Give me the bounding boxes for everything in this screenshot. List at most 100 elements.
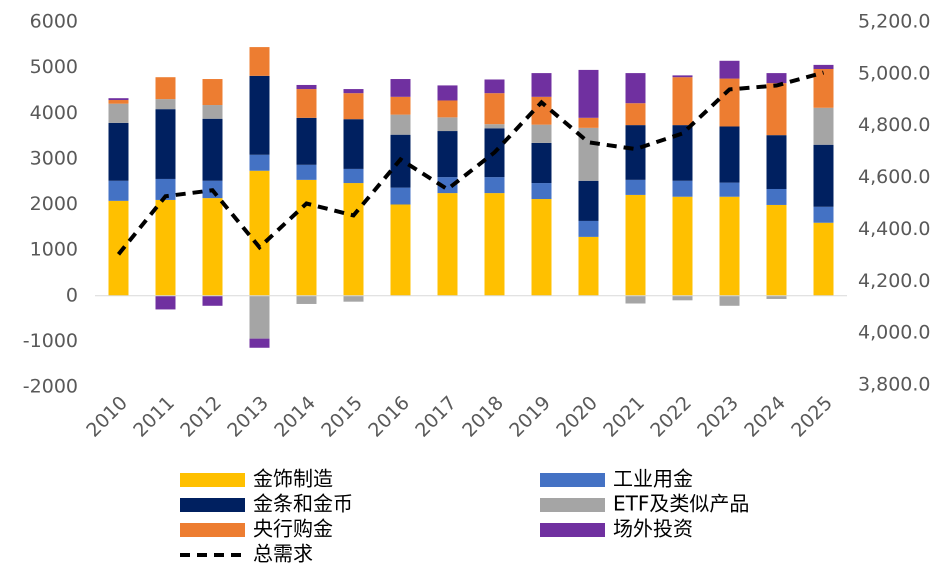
legend-label: 工业用金 — [613, 467, 693, 491]
bar-segment — [531, 73, 552, 97]
y-tick-label: 2000 — [30, 193, 78, 215]
y-tick-label: 4000 — [30, 102, 78, 124]
bar-segment — [155, 77, 176, 100]
bar-segment — [719, 60, 740, 79]
x-tick-label: 2022 — [646, 392, 696, 442]
bar-segment — [343, 119, 364, 169]
bar-segment — [813, 64, 834, 69]
x-tick-label: 2010 — [82, 392, 132, 442]
bar-segment — [343, 183, 364, 296]
y-tick-label: 0 — [66, 284, 78, 306]
bar-segment — [813, 222, 834, 296]
y-tick-label: 6000 — [30, 11, 78, 33]
bar-segment — [578, 117, 599, 128]
bar-segment — [813, 144, 834, 207]
bar-segment — [390, 114, 411, 135]
bar-segment — [531, 96, 552, 125]
bar-segment — [108, 98, 129, 101]
legend-swatch — [180, 473, 245, 487]
legend-swatch — [180, 498, 245, 512]
bar-segment — [390, 79, 411, 97]
x-tick-label: 2016 — [364, 392, 414, 442]
bar-segment — [108, 103, 129, 123]
x-tick-label: 2013 — [223, 392, 273, 442]
bar-segment — [625, 73, 646, 104]
x-tick-label: 2020 — [552, 392, 602, 442]
legend-swatch — [540, 523, 605, 537]
bar-segment — [296, 84, 317, 90]
bar-segment — [296, 295, 317, 304]
bar-segment — [390, 96, 411, 115]
bar-segment — [625, 179, 646, 195]
y-tick-label: 3000 — [30, 147, 78, 169]
bar-segment — [578, 69, 599, 118]
bar-segment — [437, 117, 458, 132]
bar-segment — [625, 295, 646, 304]
x-tick-label: 2021 — [599, 392, 649, 442]
bar-segment — [625, 194, 646, 296]
y2-tick-label: 4,200.0 — [858, 270, 931, 292]
bar-segment — [108, 122, 129, 181]
bar-segment — [343, 168, 364, 184]
bar-segment — [390, 204, 411, 296]
bar-segment — [343, 89, 364, 94]
bar-segment — [625, 103, 646, 126]
bar-segment — [202, 118, 223, 181]
legend-label: 央行购金 — [253, 517, 333, 541]
bar-segment — [437, 85, 458, 101]
y-tick-label: -2000 — [23, 376, 78, 398]
bar-segment — [578, 236, 599, 296]
y2-tick-label: 4,800.0 — [858, 114, 931, 136]
x-tick-label: 2025 — [787, 392, 837, 442]
bar-segment — [155, 199, 176, 296]
y2-tick-label: 3,800.0 — [858, 374, 931, 396]
bar-segment — [437, 131, 458, 178]
bar-segment — [296, 179, 317, 296]
bar-segment — [155, 109, 176, 179]
legend-label: 总需求 — [253, 542, 313, 566]
legend-swatch — [540, 498, 605, 512]
legend-label: ETF及类似产品 — [613, 492, 749, 516]
bar-segment — [766, 188, 787, 205]
bar-segment — [202, 79, 223, 106]
bar-segment — [672, 75, 693, 78]
bar-segment — [531, 183, 552, 200]
bar-segment — [108, 200, 129, 296]
bar-segment — [155, 295, 176, 310]
bar-segment — [249, 47, 270, 76]
bar-segment — [484, 177, 505, 194]
bar-segment — [672, 180, 693, 197]
bar-segment — [766, 135, 787, 189]
bar-segment — [813, 68, 834, 108]
y2-tick-label: 4,600.0 — [858, 166, 931, 188]
x-tick-label: 2018 — [458, 392, 508, 442]
bar-segment — [578, 220, 599, 237]
y2-tick-label: 5,000.0 — [858, 62, 931, 84]
bar-segment — [249, 75, 270, 155]
bar-segment — [296, 117, 317, 165]
bar-segment — [766, 295, 787, 299]
legend-label: 场外投资 — [613, 517, 693, 541]
bar-segment — [625, 125, 646, 180]
bar-segment — [766, 73, 787, 84]
bar-segment — [531, 199, 552, 296]
legend-label: 金饰制造 — [253, 467, 333, 491]
x-tick-label: 2012 — [176, 392, 226, 442]
bar-segment — [249, 154, 270, 171]
bar-segment — [719, 295, 740, 306]
legend-swatch — [180, 523, 245, 537]
bar-segment — [249, 338, 270, 348]
bar-segment — [484, 93, 505, 125]
x-tick-label: 2019 — [505, 392, 555, 442]
bar-segment — [719, 126, 740, 183]
bar-segment — [531, 124, 552, 143]
x-tick-label: 2017 — [411, 392, 461, 442]
y2-tick-label: 4,000.0 — [858, 322, 931, 344]
bar-segment — [578, 180, 599, 221]
bar-segment — [766, 83, 787, 136]
bar-segment — [672, 125, 693, 181]
bar-segment — [719, 196, 740, 296]
bar-segment — [813, 206, 834, 223]
bar-segment — [766, 204, 787, 296]
